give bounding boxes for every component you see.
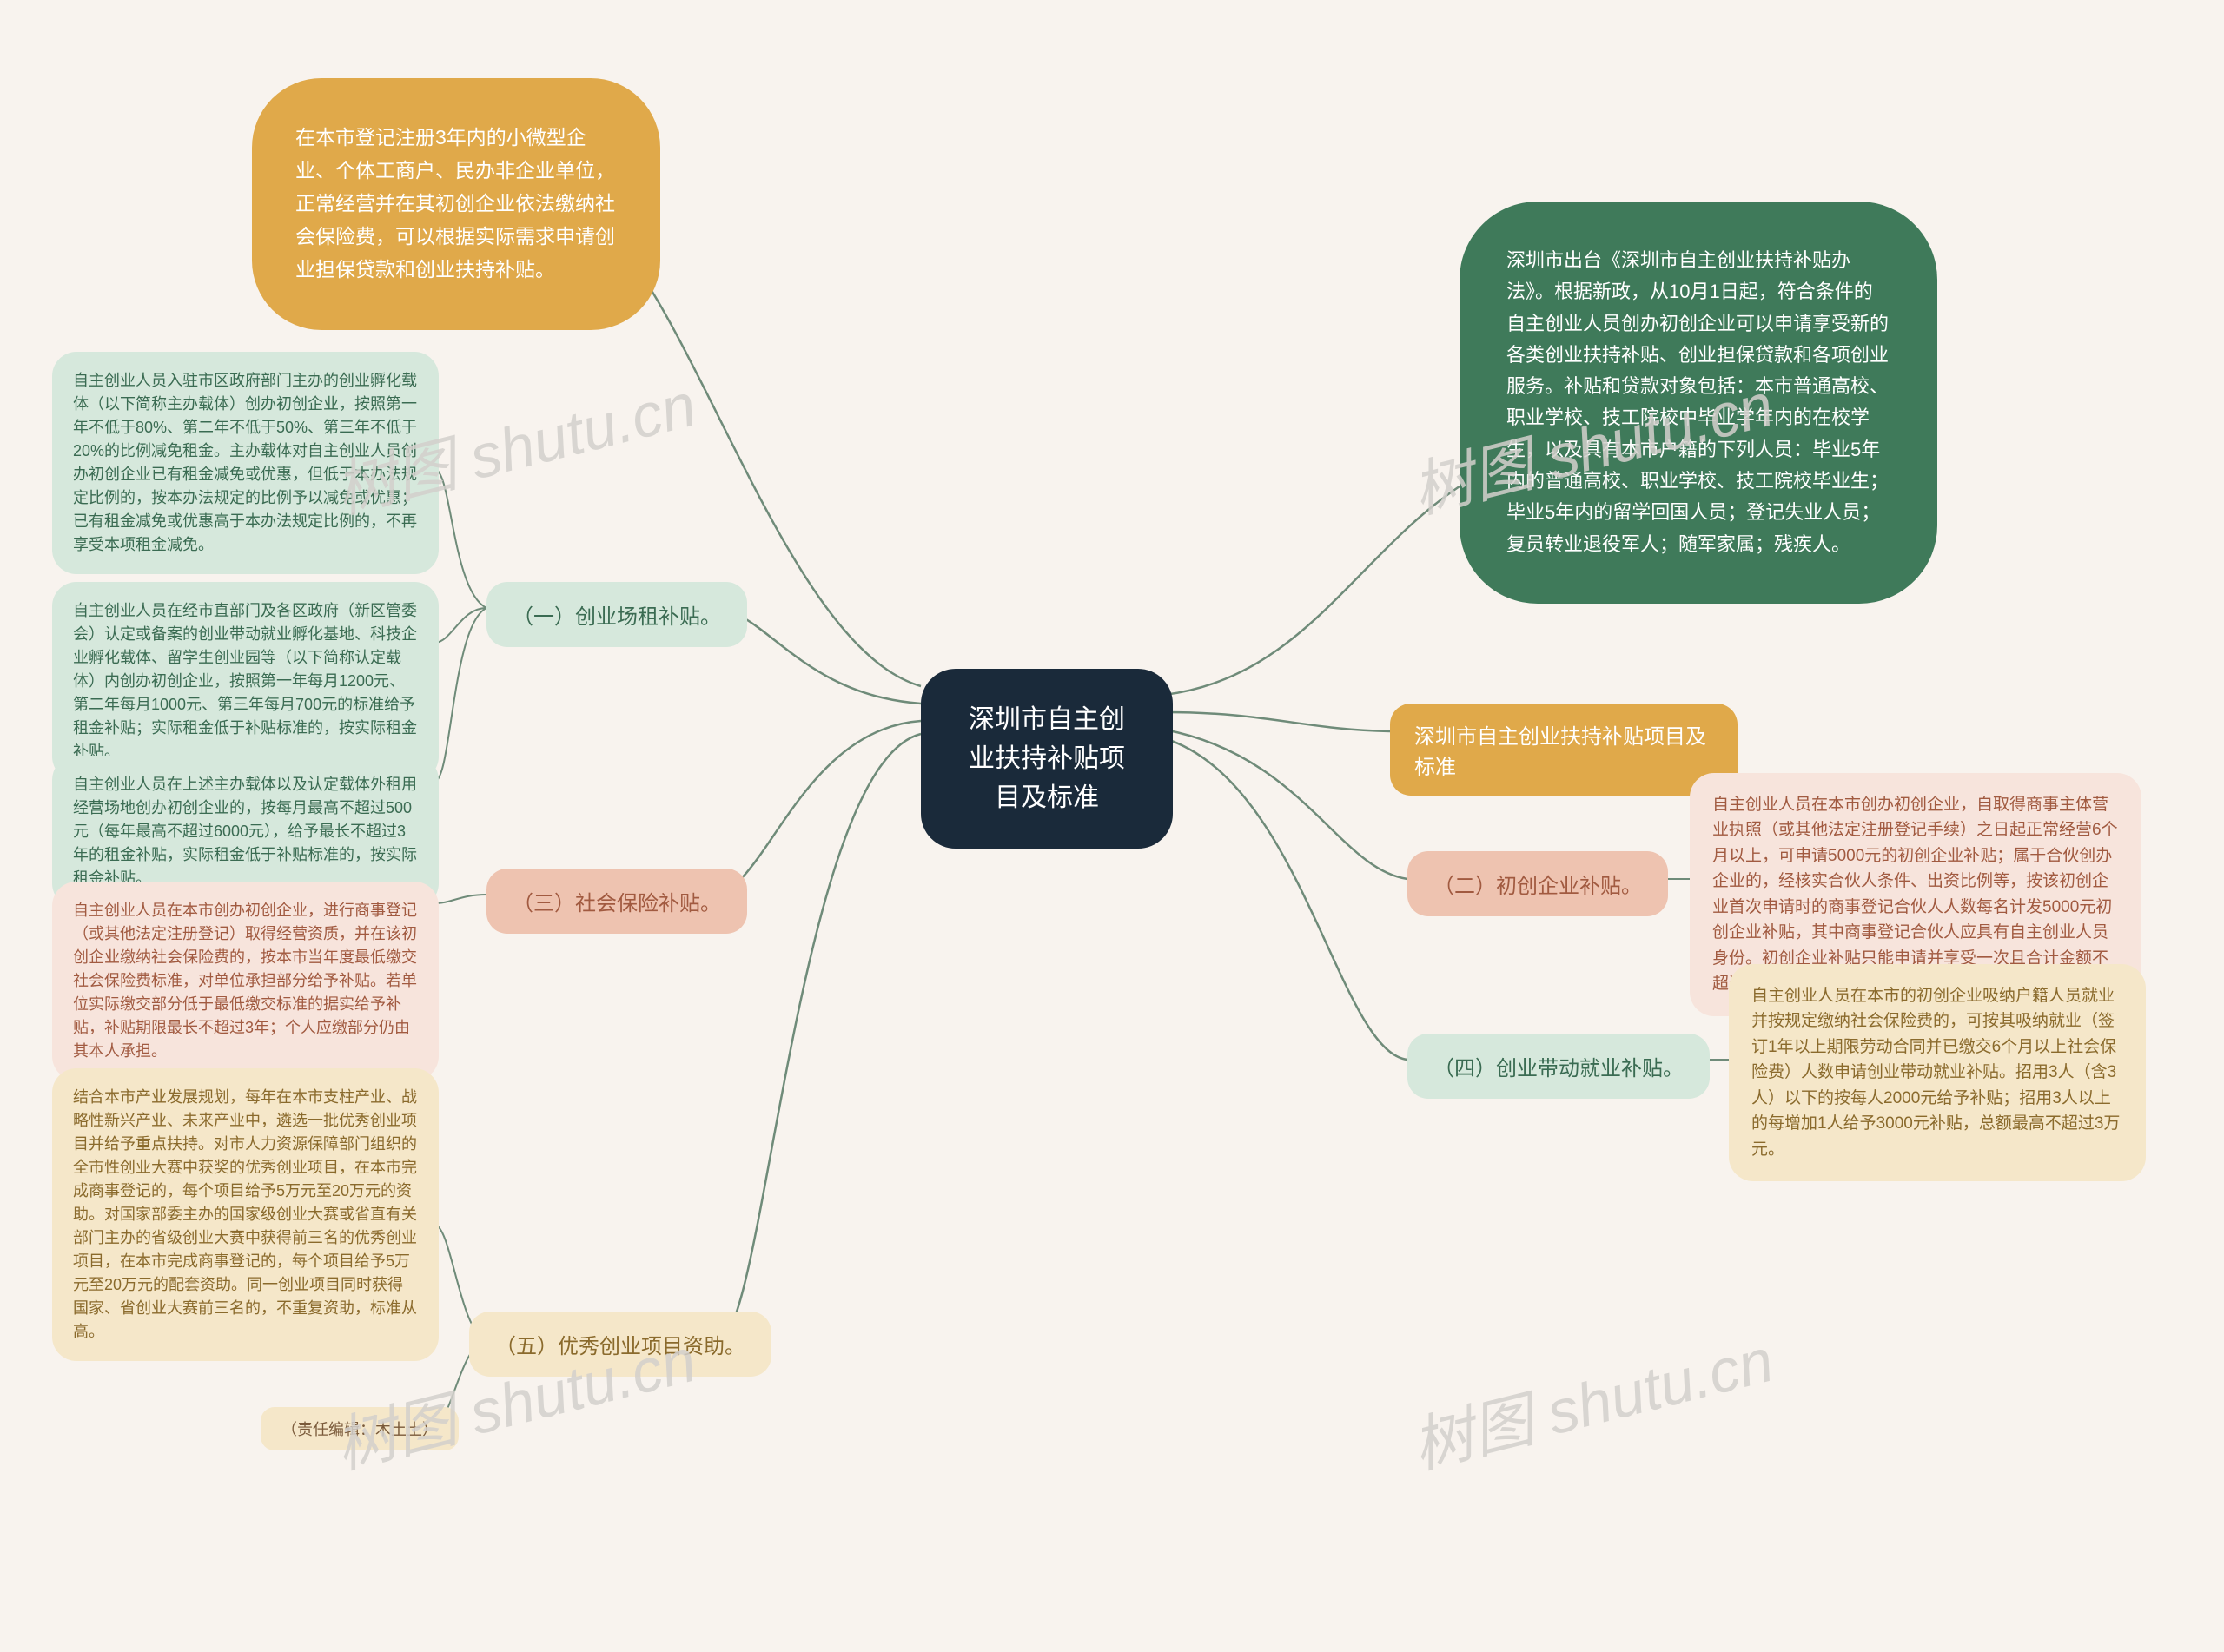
section1-leaf3-text: 自主创业人员在上述主办载体以及认定载体外租用经营场地创办初创企业的，按每月最高不… xyxy=(73,776,417,887)
section3-leaf: 自主创业人员在本市创办初创企业，进行商事登记（或其他法定注册登记）取得经营资质，… xyxy=(52,882,439,1080)
section4-label: （四）创业带动就业补贴。 xyxy=(1407,1034,1710,1099)
section5-label: （五）优秀创业项目资助。 xyxy=(469,1312,771,1377)
section5-leaf: 结合本市产业发展规划，每年在本市支柱产业、战略性新兴产业、未来产业中，遴选一批优… xyxy=(52,1068,439,1361)
left-intro-text: 在本市登记注册3年内的小微型企业、个体工商户、民办非企业单位，正常经营并在其初创… xyxy=(295,126,615,281)
section3-label-text: （三）社会保险补贴。 xyxy=(513,892,721,915)
right-heading-node: 深圳市自主创业扶持补贴项目及标准 xyxy=(1390,704,1738,796)
section1-leaf1-text: 自主创业人员入驻市区政府部门主办的创业孵化载体（以下简称主办载体）创办初创企业，… xyxy=(73,372,417,553)
section1-leaf1: 自主创业人员入驻市区政府部门主办的创业孵化载体（以下简称主办载体）创办初创企业，… xyxy=(52,352,439,574)
left-intro-node: 在本市登记注册3年内的小微型企业、个体工商户、民办非企业单位，正常经营并在其初创… xyxy=(252,78,660,330)
section4-label-text: （四）创业带动就业补贴。 xyxy=(1433,1057,1684,1080)
right-intro-node: 深圳市出台《深圳市自主创业扶持补贴办法》。根据新政，从10月1日起，符合条件的自… xyxy=(1460,202,1937,604)
section4-leaf-text: 自主创业人员在本市的初创企业吸纳户籍人员就业并按规定缴纳社会保险费的，可按其吸纳… xyxy=(1751,987,2120,1159)
section1-label: （一）创业场租补贴。 xyxy=(486,582,747,647)
section5-leaf-text: 结合本市产业发展规划，每年在本市支柱产业、战略性新兴产业、未来产业中，遴选一批优… xyxy=(73,1088,417,1340)
center-node: 深圳市自主创业扶持补贴项目及标准 xyxy=(921,669,1173,849)
right-intro-text: 深圳市出台《深圳市自主创业扶持补贴办法》。根据新政，从10月1日起，符合条件的自… xyxy=(1506,249,1889,555)
section4-leaf: 自主创业人员在本市的初创企业吸纳户籍人员就业并按规定缴纳社会保险费的，可按其吸纳… xyxy=(1729,964,2146,1181)
section2-leaf-text: 自主创业人员在本市创办初创企业，自取得商事主体营业执照（或其他法定注册登记手续）… xyxy=(1712,796,2118,993)
section1-leaf2: 自主创业人员在经市直部门及各区政府（新区管委会）认定或备案的创业带动就业孵化基地… xyxy=(52,582,439,781)
right-heading-text: 深圳市自主创业扶持补贴项目及标准 xyxy=(1414,725,1706,779)
section1-leaf2-text: 自主创业人员在经市直部门及各区政府（新区管委会）认定或备案的创业带动就业孵化基地… xyxy=(73,602,417,760)
editor-note-text: （责任编辑：木土土） xyxy=(281,1421,438,1438)
section2-label: （二）初创企业补贴。 xyxy=(1407,851,1668,916)
section3-leaf-text: 自主创业人员在本市创办初创企业，进行商事登记（或其他法定注册登记）取得经营资质，… xyxy=(73,902,417,1060)
section1-label-text: （一）创业场租补贴。 xyxy=(513,605,721,629)
watermark: 树图 shutu.cn xyxy=(1402,1312,1781,1486)
editor-note: （责任编辑：木土土） xyxy=(261,1407,459,1450)
section5-label-text: （五）优秀创业项目资助。 xyxy=(495,1335,745,1358)
section3-label: （三）社会保险补贴。 xyxy=(486,869,747,934)
section2-label-text: （二）初创企业补贴。 xyxy=(1433,875,1642,898)
center-title: 深圳市自主创业扶持补贴项目及标准 xyxy=(969,705,1125,812)
